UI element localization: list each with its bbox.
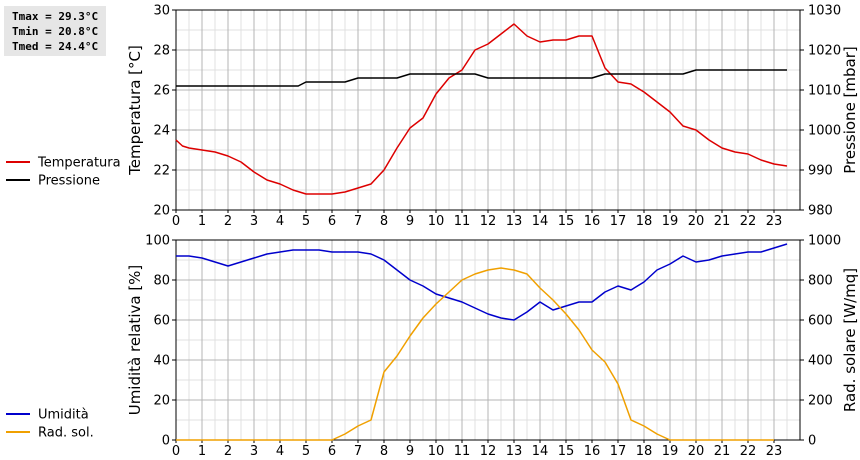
x-tick-label: 16 bbox=[584, 444, 601, 459]
y2-tick-label: 400 bbox=[808, 354, 833, 369]
x-tick-label: 20 bbox=[688, 444, 705, 459]
x-tick-label: 21 bbox=[714, 444, 731, 459]
x-tick-label: 22 bbox=[740, 214, 757, 229]
y-axis-title: Temperatura [°C] bbox=[126, 45, 144, 176]
x-tick-label: 19 bbox=[662, 214, 679, 229]
y-tick-label: 28 bbox=[153, 44, 170, 59]
x-tick-label: 17 bbox=[610, 444, 627, 459]
y2-axis-title: Rad. solare [W/mq] bbox=[841, 268, 859, 412]
x-tick-label: 6 bbox=[328, 444, 336, 459]
x-tick-label: 2 bbox=[224, 214, 232, 229]
x-tick-label: 18 bbox=[636, 444, 653, 459]
y-tick-label: 26 bbox=[153, 84, 170, 99]
y-tick-label: 20 bbox=[153, 394, 170, 409]
x-tick-label: 15 bbox=[558, 214, 575, 229]
statistics-box: Tmax = 29.3°C Tmin = 20.8°C Tmed = 24.4°… bbox=[4, 6, 106, 56]
series-line-rad-sol bbox=[176, 267, 774, 441]
tmax-label: Tmax = 29.3°C bbox=[12, 10, 99, 23]
x-tick-label: 17 bbox=[610, 214, 627, 229]
series-line-temperatura bbox=[175, 23, 788, 195]
x-tick-label: 7 bbox=[354, 444, 362, 459]
x-tick-label: 3 bbox=[250, 214, 258, 229]
x-tick-label: 8 bbox=[380, 214, 388, 229]
y-tick-label: 24 bbox=[153, 124, 170, 139]
y2-tick-label: 990 bbox=[808, 164, 833, 179]
series-line-pressione bbox=[176, 69, 787, 87]
x-tick-label: 15 bbox=[558, 444, 575, 459]
y2-tick-label: 1000 bbox=[808, 234, 841, 249]
y-tick-label: 22 bbox=[153, 164, 170, 179]
x-tick-label: 7 bbox=[354, 214, 362, 229]
y-tick-label: 100 bbox=[145, 234, 170, 249]
x-tick-label: 14 bbox=[532, 214, 549, 229]
tmed-label: Tmed = 24.4°C bbox=[12, 40, 99, 53]
y2-tick-label: 800 bbox=[808, 274, 833, 289]
y2-tick-label: 200 bbox=[808, 394, 833, 409]
y-tick-label: 40 bbox=[153, 354, 170, 369]
x-tick-label: 8 bbox=[380, 444, 388, 459]
x-tick-label: 18 bbox=[636, 214, 653, 229]
x-tick-label: 1 bbox=[198, 214, 206, 229]
y-tick-label: 60 bbox=[153, 314, 170, 329]
x-tick-label: 0 bbox=[172, 444, 180, 459]
x-tick-label: 4 bbox=[276, 214, 284, 229]
x-tick-label: 11 bbox=[454, 214, 471, 229]
y2-tick-label: 1010 bbox=[808, 84, 841, 99]
x-tick-label: 9 bbox=[406, 444, 414, 459]
x-tick-label: 23 bbox=[766, 214, 783, 229]
x-tick-label: 13 bbox=[506, 214, 523, 229]
x-tick-label: 12 bbox=[480, 214, 497, 229]
y2-tick-label: 0 bbox=[808, 434, 816, 449]
x-tick-label: 6 bbox=[328, 214, 336, 229]
x-tick-label: 22 bbox=[740, 444, 757, 459]
x-tick-label: 12 bbox=[480, 444, 497, 459]
x-tick-label: 10 bbox=[428, 444, 445, 459]
legend-label: Rad. sol. bbox=[38, 426, 94, 441]
y2-tick-label: 980 bbox=[808, 204, 833, 219]
y-tick-label: 0 bbox=[162, 434, 170, 449]
x-tick-label: 5 bbox=[302, 444, 310, 459]
y2-tick-label: 1030 bbox=[808, 4, 841, 19]
x-tick-label: 20 bbox=[688, 214, 705, 229]
y2-tick-label: 600 bbox=[808, 314, 833, 329]
legend-label: Umidità bbox=[38, 408, 89, 423]
x-tick-label: 4 bbox=[276, 444, 284, 459]
y-tick-label: 80 bbox=[153, 274, 170, 289]
legend-label: Temperatura bbox=[37, 156, 121, 171]
x-tick-label: 23 bbox=[766, 444, 783, 459]
x-tick-label: 1 bbox=[198, 444, 206, 459]
x-tick-label: 16 bbox=[584, 214, 601, 229]
tmin-label: Tmin = 20.8°C bbox=[12, 25, 99, 38]
x-tick-label: 0 bbox=[172, 214, 180, 229]
x-tick-label: 5 bbox=[302, 214, 310, 229]
x-tick-label: 2 bbox=[224, 444, 232, 459]
y2-axis-title: Pressione [mbar] bbox=[841, 46, 859, 174]
y-tick-label: 30 bbox=[153, 4, 170, 19]
legend-label: Pressione bbox=[38, 174, 100, 189]
x-tick-label: 13 bbox=[506, 444, 523, 459]
x-tick-label: 10 bbox=[428, 214, 445, 229]
x-tick-label: 11 bbox=[454, 444, 471, 459]
x-tick-label: 21 bbox=[714, 214, 731, 229]
x-tick-label: 19 bbox=[662, 444, 679, 459]
y2-tick-label: 1000 bbox=[808, 124, 841, 139]
series-line-umidit bbox=[176, 243, 788, 321]
y-tick-label: 20 bbox=[153, 204, 170, 219]
y-axis-title: Umidità relativa [%] bbox=[126, 265, 144, 416]
x-tick-label: 3 bbox=[250, 444, 258, 459]
x-tick-label: 14 bbox=[532, 444, 549, 459]
y2-tick-label: 1020 bbox=[808, 44, 841, 59]
x-tick-label: 9 bbox=[406, 214, 414, 229]
